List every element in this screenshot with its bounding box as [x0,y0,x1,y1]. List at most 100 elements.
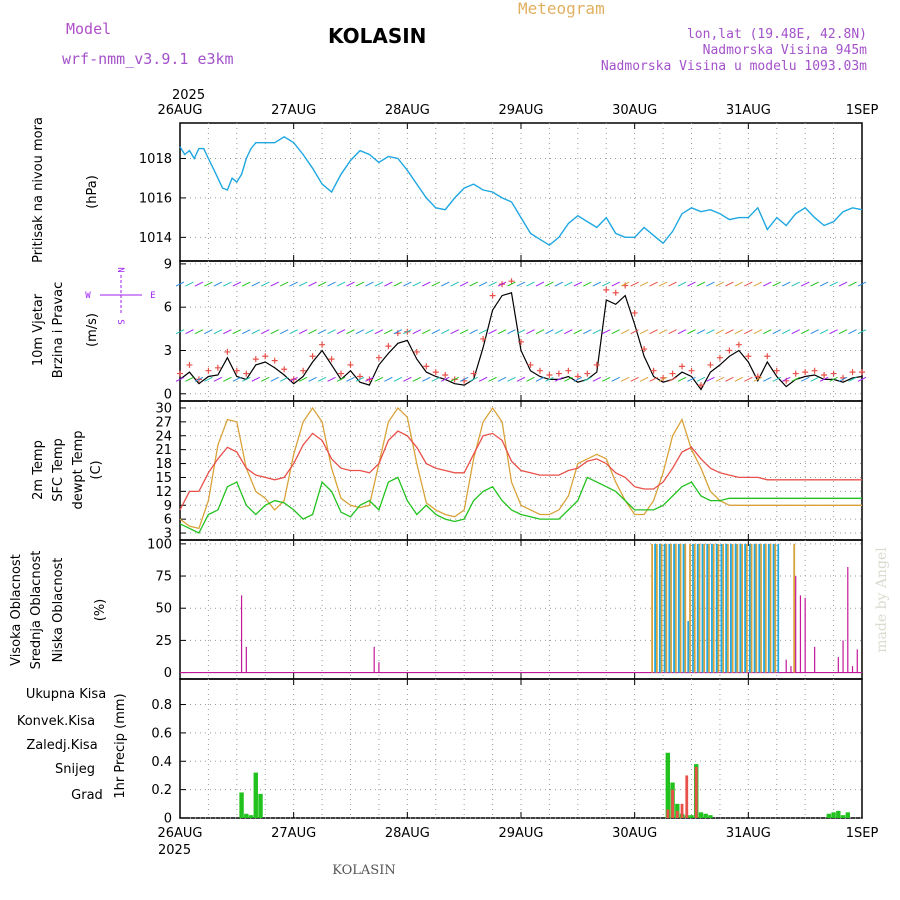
wind-arrow [800,281,810,287]
wind-arrow [620,376,630,382]
precip-total-bar [840,815,846,818]
wind-arrow [772,329,781,335]
compass-w: W [85,291,91,301]
wind-arrow [734,329,744,335]
sfctemp-ylabel: SFC Temp [51,438,66,502]
wind-gust-marker [669,370,676,377]
wind-arrow [327,281,336,287]
wind-arrow [602,329,611,335]
wind-gust-marker [375,354,382,361]
cloud-unit: (%) [93,599,108,622]
wind-arrow [185,329,194,335]
wind-gust-marker [356,373,363,380]
precip-total-bar [708,815,713,818]
wind-arrow [734,281,744,287]
wind-arrow [346,329,355,335]
wind-arrow [772,376,781,382]
wind-arrow [327,376,336,382]
wind-arrow [213,281,223,287]
wind-arrow [658,329,668,335]
wind-arrow [175,376,185,382]
wind-ytick-label: 9 [164,257,172,272]
wind-gust-marker [688,367,695,374]
wind-gust-marker [233,367,240,374]
wind-arrow [440,376,450,382]
wind-gust-marker [489,292,496,299]
wind-gust-marker [773,367,780,374]
wind-arrow [469,281,478,287]
wind-arrow [592,376,602,382]
wind-arrow [497,376,507,382]
wind-ytick-label: 6 [164,301,172,316]
wind-arrow [355,376,365,382]
wind-arrow [422,376,431,382]
pressure-panel: 1018 1016 1014 [139,122,863,262]
wind-arrow [620,281,630,287]
wind-arrow [592,281,602,287]
wind-arrow [687,376,696,382]
wind-gust-marker [821,372,828,379]
wind-gust-marker [319,341,326,348]
year-bottom: 2025 [158,843,191,858]
wind-arrow [346,376,355,382]
compass-s: S [115,319,125,324]
wind-arrow [440,281,450,287]
wind-unit: (m/s) [85,313,100,347]
wind-arrow [592,329,602,335]
wind-arrow [715,329,725,335]
wind-arrow [251,329,261,335]
wind-arrow [431,281,440,287]
compass-n: N [115,267,125,272]
cl-high-ylabel: Visoka Oblacnost [9,554,24,666]
precip-total-bar [826,813,832,818]
precip-conv-bar [671,789,674,818]
pressure-unit: (hPa) [85,175,100,209]
wind-arrow [526,329,535,335]
wind-arrow [393,281,403,287]
wind-arrow [374,281,384,287]
wind-arrow [744,376,753,382]
day-label-top: 26AUG [157,103,202,118]
wind-arrow [838,329,848,335]
wind-arrow [545,281,554,287]
wind-arrow [242,281,251,287]
wind-arrow [289,281,298,287]
wind-arrow [384,329,393,335]
temp2m-ylabel: 2m Temp [31,440,46,500]
wind-arrow [554,329,564,335]
wind-arrow [497,281,507,287]
day-label-top: 29AUG [498,103,543,118]
wind-arrow [251,281,261,287]
wind-arrow [696,329,706,335]
wind-arrow [308,376,317,382]
wind-gust-marker [470,370,477,377]
wind-arrow [204,329,213,335]
wind-arrow [535,329,545,335]
wind-arrow [213,329,223,335]
wind-gust-marker [735,341,742,348]
wind-arrow [573,329,583,335]
clouds-ytick-label: 75 [155,570,172,585]
wind-arrow [819,376,829,382]
wind-arrow [526,281,535,287]
wind-arrow [706,281,715,287]
wind-arrow [384,376,393,382]
wind-arrow [753,376,763,382]
wind-gust-marker [480,335,487,342]
footer-station: KOLASIN [332,863,395,878]
wind-arrow [791,329,800,335]
wind-arrow [431,329,440,335]
wind-gust-marker [859,369,865,376]
wind-gust-marker [754,373,761,380]
wind-arrow [583,376,592,382]
temperature-ytick-label: 3 [164,527,172,542]
wind-arrow [213,376,223,382]
clouds-ytick-label: 0 [164,666,172,681]
precip-unit: 1hr Precip (mm) [113,693,128,798]
wind-gust-marker [300,367,307,374]
wind-arrow [317,329,327,335]
wind-arrow [279,376,289,382]
wind-gust-marker [252,356,259,363]
wind-arrow [336,281,346,287]
